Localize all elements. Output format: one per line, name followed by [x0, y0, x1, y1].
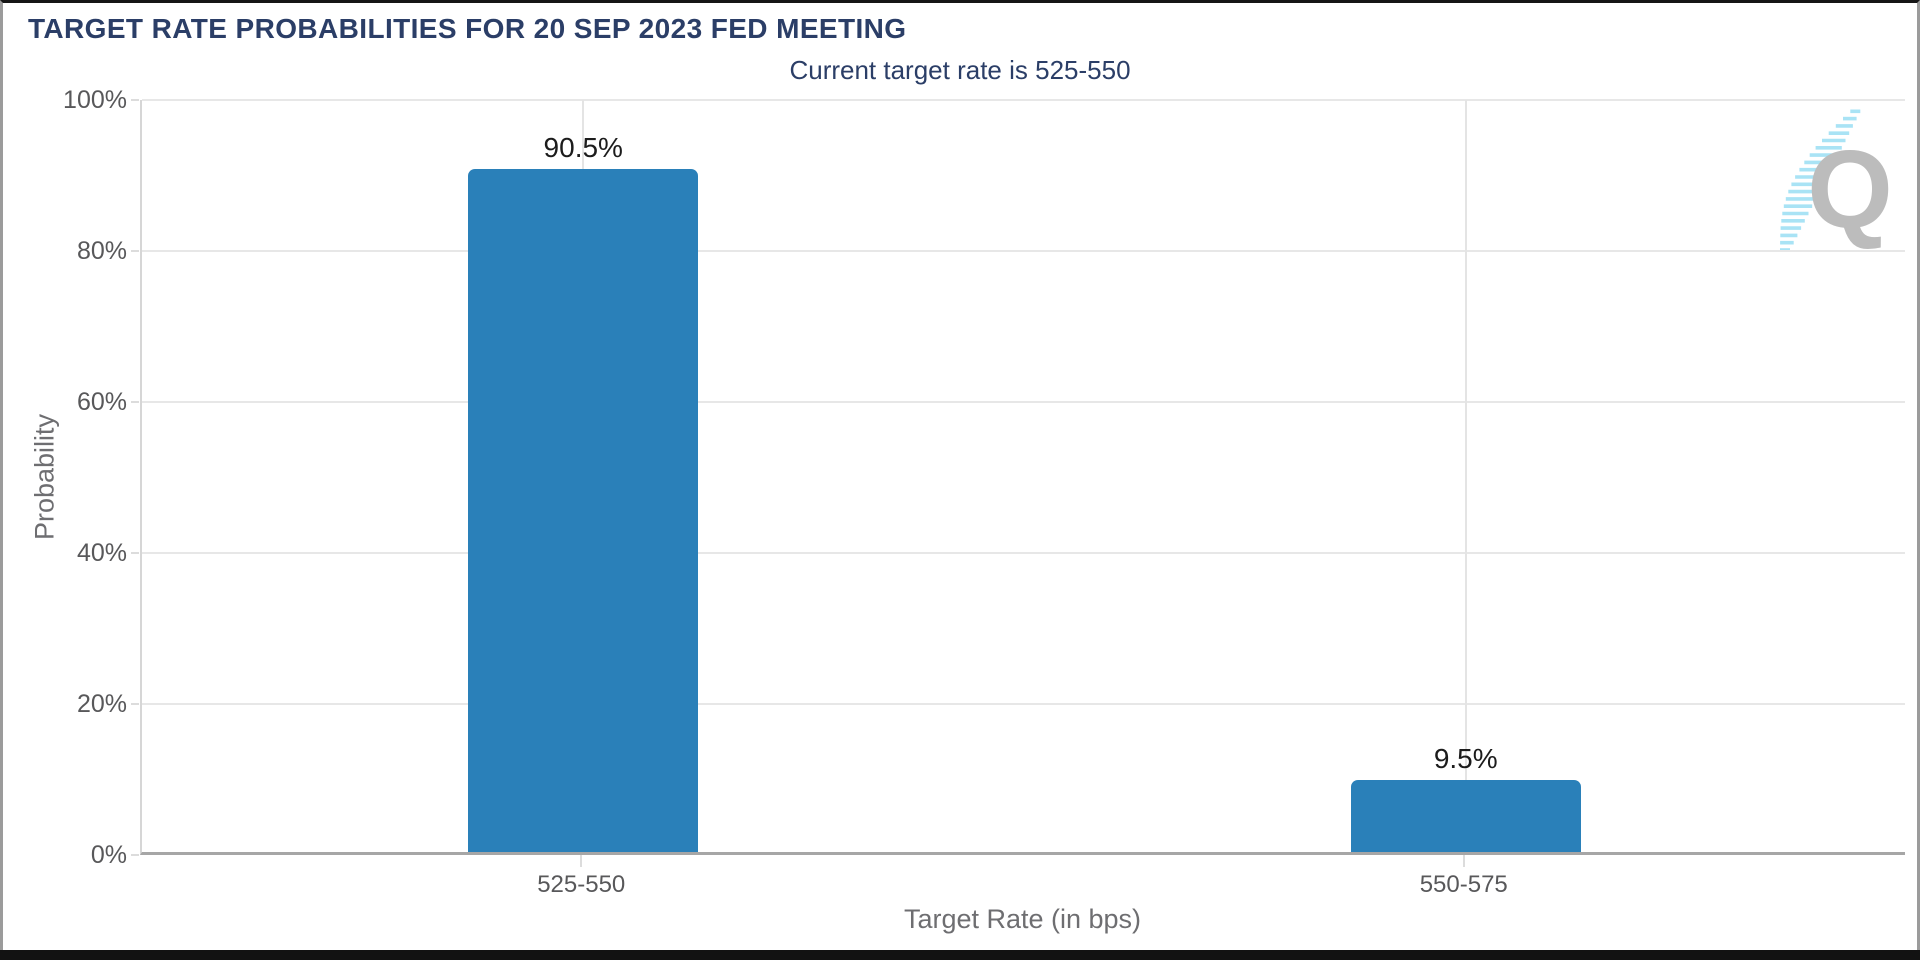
y-tick-mark — [131, 552, 139, 554]
y-tick-label: 60% — [76, 388, 127, 416]
bar-value-label: 90.5% — [543, 131, 623, 163]
y-axis-title: Probability — [29, 413, 60, 541]
chart-title: TARGET RATE PROBABILITIES FOR 20 SEP 202… — [28, 13, 907, 44]
x-tick-label: 525-550 — [537, 871, 626, 898]
x-tick-mark — [580, 855, 583, 867]
gridline-y-40 — [142, 552, 1905, 554]
y-tick-label: 100% — [63, 86, 127, 114]
bar-value-label: 9.5% — [1433, 743, 1498, 775]
bottom-border-bar — [0, 950, 1920, 960]
y-tick-label: 80% — [76, 237, 127, 265]
x-axis-title: Target Rate (in bps) — [903, 904, 1142, 934]
gridline-x-550-575 — [1464, 100, 1467, 852]
chart-subtitle: Current target rate is 525-550 — [789, 55, 1131, 85]
gridline-y-100 — [142, 99, 1905, 101]
bar-550-575 — [1350, 780, 1581, 852]
y-tick-label: 20% — [76, 690, 127, 718]
x-tick-mark — [1462, 855, 1465, 867]
bar-525-550 — [468, 168, 699, 852]
x-tick-label: 550-575 — [1419, 871, 1508, 898]
y-tick-label: 0% — [90, 841, 127, 869]
gridline-y-20 — [142, 703, 1905, 705]
brand-watermark: Q — [1780, 109, 1893, 252]
y-tick-mark — [131, 854, 139, 856]
watermark-slash-icon — [1780, 109, 1861, 252]
gridline-y-80 — [142, 250, 1905, 252]
plot-area: Q 90.5% 9.5% — [140, 99, 1905, 855]
y-tick-mark — [131, 401, 139, 403]
y-tick-mark — [131, 703, 139, 705]
y-tick-label: 40% — [76, 539, 127, 567]
gridline-y-60 — [142, 401, 1905, 403]
watermark-q-letter: Q — [1807, 128, 1893, 251]
y-tick-mark — [131, 250, 139, 252]
y-tick-mark — [131, 99, 139, 101]
